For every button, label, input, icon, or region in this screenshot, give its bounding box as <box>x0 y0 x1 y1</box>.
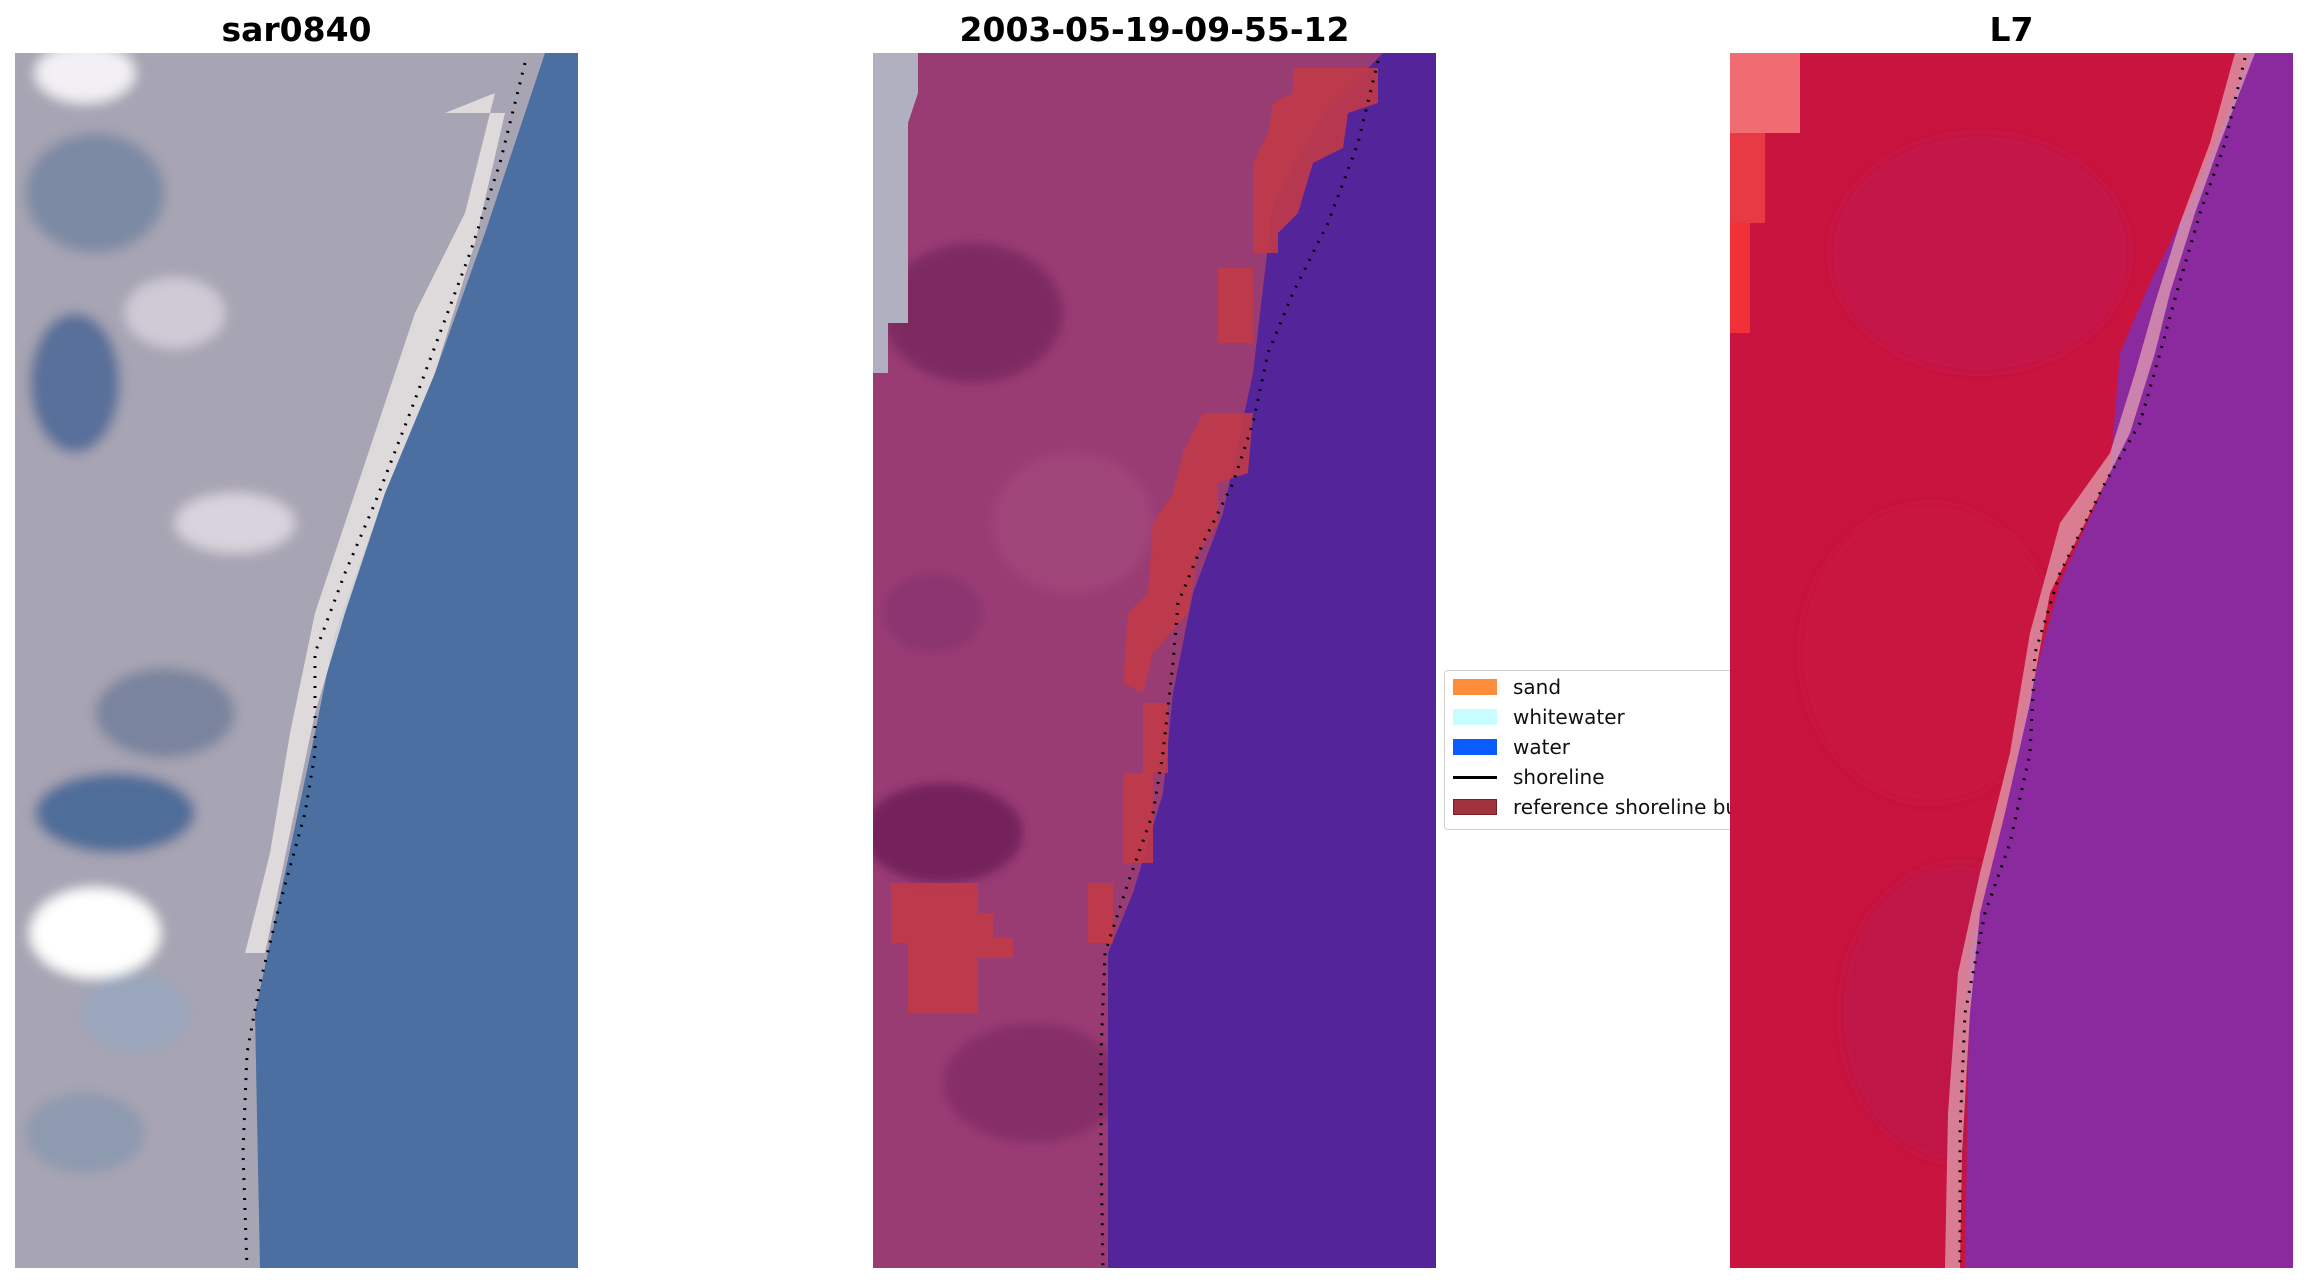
classified-image <box>873 53 1436 1268</box>
satellite-rgb-image <box>15 53 578 1268</box>
legend-label: sand <box>1513 675 1562 699</box>
panel-title-3: L7 <box>1989 10 2034 49</box>
legend-item-reference-buffer: reference shoreline buffer <box>1453 795 1772 819</box>
legend-label: shoreline <box>1513 765 1605 789</box>
panel-title-1: sar0840 <box>221 10 372 49</box>
sand-swatch <box>1453 679 1497 695</box>
legend-item-water: water <box>1453 735 1570 759</box>
legend-label: water <box>1513 735 1570 759</box>
buffer-swatch <box>1453 799 1497 815</box>
water-swatch <box>1453 739 1497 755</box>
legend-label: reference shoreline buffer <box>1513 795 1773 819</box>
whitewater-swatch <box>1453 709 1497 725</box>
shoreline-line-swatch <box>1453 775 1497 779</box>
legend: sand whitewater water shoreline referenc… <box>1444 670 1772 830</box>
legend-label: whitewater <box>1513 705 1625 729</box>
legend-item-sand: sand <box>1453 675 1561 699</box>
legend-item-shoreline: shoreline <box>1453 765 1605 789</box>
false-color-image <box>1730 53 2293 1268</box>
panel-title-2: 2003-05-19-09-55-12 <box>959 10 1350 49</box>
legend-item-whitewater: whitewater <box>1453 705 1625 729</box>
